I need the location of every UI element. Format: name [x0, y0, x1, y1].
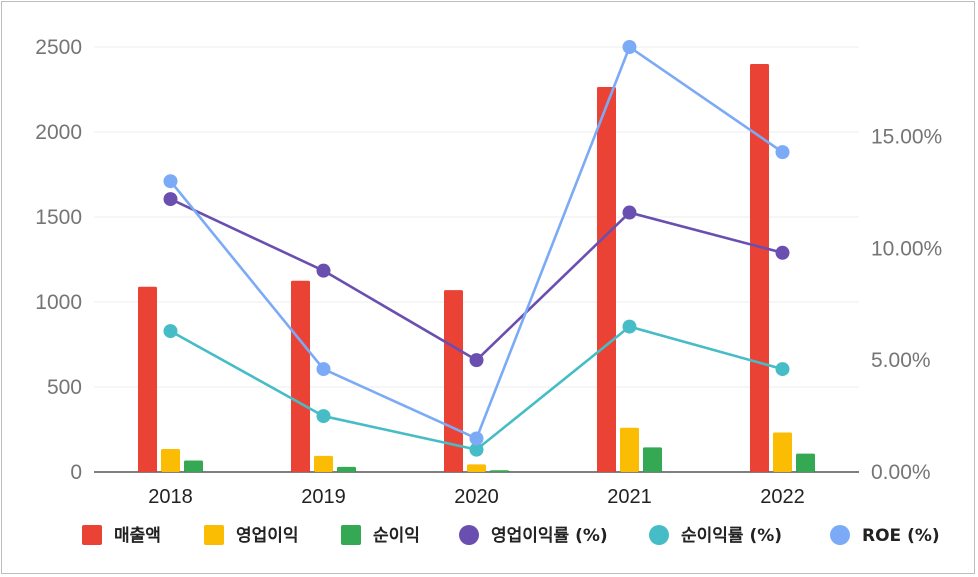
- bar-2-2020: [467, 464, 486, 472]
- right-tick-label: 15.00%: [871, 125, 942, 148]
- x-tick-label: 2020: [454, 486, 499, 508]
- bar-1-2018: [138, 286, 157, 472]
- line-point-2-2021: [622, 319, 637, 334]
- line-point-2-2022: [775, 362, 790, 377]
- line-point-2-2020: [469, 442, 484, 457]
- legend: 매출액 영업이익 순이익 영업이익률 (%) 순이익률 (%) ROE (%): [82, 525, 940, 546]
- line-series-2: [169, 325, 783, 451]
- right-axis: 0.00% 5.00% 10.00% 15.00%: [871, 125, 942, 484]
- left-tick-label: 1000: [35, 291, 82, 314]
- bar-2-2018: [161, 449, 180, 472]
- x-tick-label: 2018: [148, 486, 193, 508]
- bar-3-2022: [796, 453, 815, 472]
- line-point-1-2020: [469, 353, 484, 368]
- line-point-3-2020: [469, 431, 484, 446]
- bar-3-2020: [490, 470, 509, 472]
- bar-3-2019: [337, 466, 356, 472]
- bar-1-2022: [750, 64, 769, 472]
- line-point-3-2018: [163, 174, 178, 189]
- line-point-2-2019: [316, 409, 331, 424]
- bar-1-2019: [291, 280, 310, 472]
- gridlines: [94, 46, 859, 473]
- line-point-3-2022: [775, 145, 790, 160]
- legend-label: 순이익률 (%): [681, 526, 782, 546]
- bar-1-2021: [597, 86, 616, 472]
- left-tick-label: 2000: [35, 121, 82, 144]
- left-tick-label: 500: [47, 376, 82, 399]
- right-tick-label: 10.00%: [871, 237, 942, 260]
- x-tick-label: 2021: [607, 486, 652, 508]
- bar-2-2021: [620, 427, 639, 472]
- legend-label: 영업이익: [236, 526, 299, 546]
- left-tick-label: 0: [70, 461, 82, 484]
- line-series-1: [169, 197, 783, 362]
- legend-swatch: [204, 525, 224, 545]
- line-point-3-2019: [316, 362, 331, 377]
- line-point-1-2022: [775, 245, 790, 260]
- line-point-2-2018: [163, 324, 178, 339]
- bars: [138, 64, 815, 472]
- legend-marker: [649, 525, 669, 545]
- x-axis: 2018 2019 2020 2021 2022: [148, 486, 805, 508]
- bar-3-2018: [184, 460, 203, 472]
- line-point-1-2018: [163, 192, 178, 207]
- x-tick-label: 2022: [760, 486, 805, 508]
- legend-label: 순이익: [373, 526, 420, 546]
- right-tick-label: 5.00%: [871, 349, 931, 372]
- lines: [163, 40, 790, 457]
- legend-label: 영업이익률 (%): [491, 526, 608, 546]
- legend-marker: [830, 525, 850, 545]
- right-tick-label: 0.00%: [871, 461, 931, 484]
- legend-swatch: [341, 525, 361, 545]
- left-tick-label: 2500: [35, 36, 82, 59]
- legend-swatch: [82, 525, 102, 545]
- line-point-3-2021: [622, 40, 637, 54]
- legend-label: ROE (%): [862, 526, 940, 546]
- line-point-1-2021: [622, 205, 637, 220]
- bar-3-2021: [643, 447, 662, 472]
- left-tick-label: 1500: [35, 206, 82, 229]
- legend-label: 매출액: [114, 526, 161, 546]
- bar-2-2019: [314, 455, 333, 472]
- line-point-1-2019: [316, 263, 331, 278]
- bar-2-2022: [773, 432, 792, 472]
- legend-marker: [459, 525, 479, 545]
- x-tick-label: 2019: [301, 486, 346, 508]
- left-axis: 0 500 1000 1500 2000 2500: [35, 36, 82, 484]
